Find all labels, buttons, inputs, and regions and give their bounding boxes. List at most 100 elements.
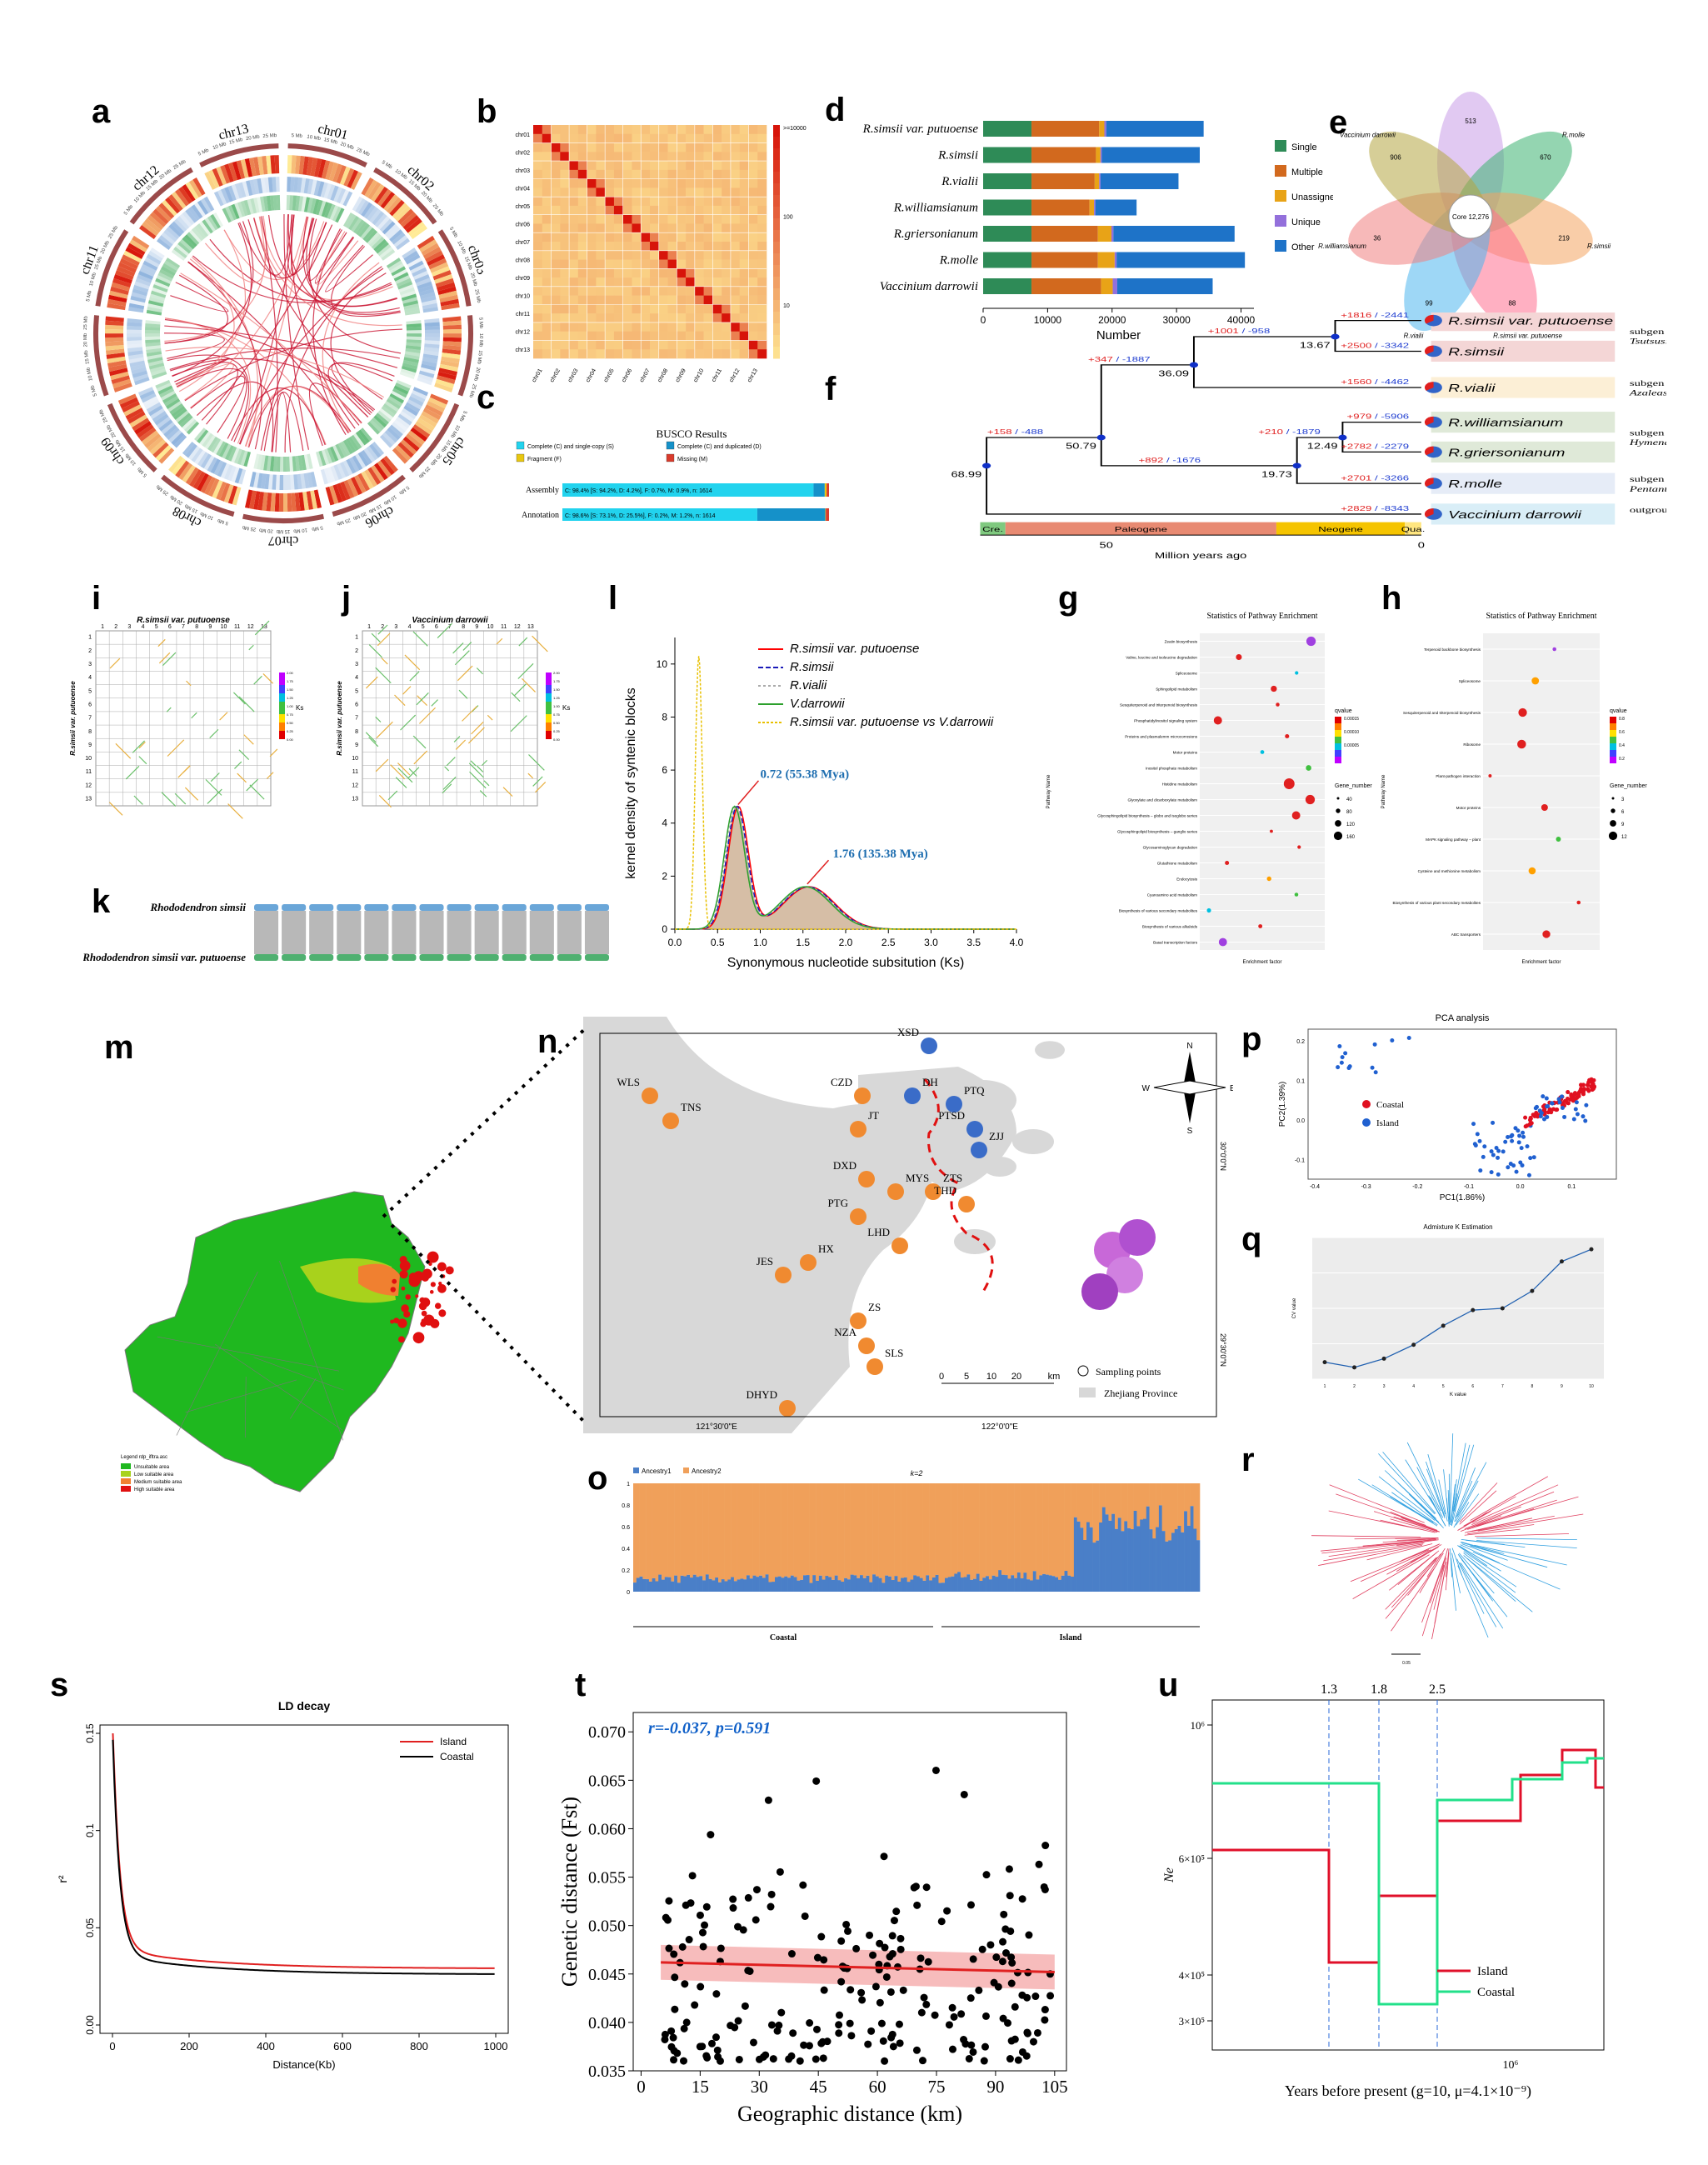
x-axis-label: Synonymous nucleotide subsitution (Ks) [727, 956, 965, 970]
heatmap-cell [577, 242, 587, 252]
ancestry-bar [988, 1483, 992, 1580]
county-border [253, 1357, 344, 1391]
heatmap-cell [748, 259, 758, 269]
ancestry-bar [737, 1483, 741, 1580]
ancestry-bar [1004, 1575, 1008, 1592]
repeat-density-bin [307, 178, 314, 195]
repeat-density-bin [366, 446, 379, 461]
heatmap-cell [712, 268, 722, 278]
gc-content-bin [315, 199, 323, 216]
gc-content-bin [147, 357, 163, 363]
y-tick-label: 0 [627, 1590, 630, 1596]
colorbar-step [773, 253, 780, 266]
pathway-name: Zeatin biosynthesis [1165, 640, 1198, 644]
pca-point [1557, 1100, 1562, 1105]
repeat-density-bin [320, 182, 328, 198]
data-point [665, 1897, 673, 1905]
group-name: Azaleastrum [1629, 388, 1666, 398]
chromosome-band [437, 229, 472, 307]
tree-branch [1100, 438, 1297, 467]
enrichment-bubble [1552, 647, 1556, 652]
repeat-density-bin [313, 180, 321, 196]
stacked-bar-segment [983, 226, 1032, 242]
heatmap-cell [542, 125, 552, 135]
ancestry-bar [692, 1483, 697, 1575]
data-point [741, 2002, 749, 2010]
gene-density-bin [197, 472, 209, 492]
gc-content-bin [329, 446, 339, 462]
tree-branch [1463, 1552, 1516, 1593]
heatmap-cell [577, 169, 587, 179]
tree-branch [1334, 337, 1421, 352]
synteny-block [282, 911, 307, 954]
tree-branch [1357, 1539, 1431, 1548]
ks-legend-tick: 1.25 [287, 696, 294, 700]
qvalue-colorbar-step [1610, 720, 1616, 723]
heatmap-cell [739, 232, 749, 242]
stacked-bar-segment [1095, 199, 1137, 216]
legend-title: Legend rdp_ifltra.asc [121, 1455, 167, 1460]
data-point [681, 1980, 689, 1988]
y-tick-label: 1 [88, 635, 92, 641]
ancestry-bar [995, 1577, 999, 1592]
gc-content-bin [391, 266, 407, 277]
tick-label: 25 Mb [242, 524, 257, 532]
ancestry-bar [1048, 1483, 1052, 1576]
gene-density-bin [232, 161, 242, 181]
heatmap-cell [667, 286, 677, 296]
synteny-block [502, 911, 527, 954]
gene-density-bin [410, 427, 428, 442]
gc-content-bin [406, 330, 422, 334]
legend-label: Unique [1291, 218, 1321, 228]
pca-point [1508, 1162, 1513, 1167]
enrichment-bubble [1236, 653, 1242, 661]
row-label: chr10 [515, 294, 530, 300]
ancestry-bar [856, 1578, 861, 1592]
ancestry-bar [702, 1483, 707, 1581]
ancestry-bar [642, 1578, 647, 1592]
pca-point [1566, 1101, 1571, 1106]
heatmap-cell [542, 349, 552, 359]
heatmap-cell [596, 169, 606, 179]
repeat-density-bin [173, 434, 187, 448]
synteny-dot-segment [521, 678, 536, 692]
legend-sampling-icon [1077, 1365, 1089, 1377]
gc-content-bin [277, 456, 281, 472]
heatmap-cell [551, 322, 561, 332]
synteny-dot-segment [161, 792, 177, 808]
gene-density-bin [105, 337, 124, 342]
repeat-density-bin [417, 281, 432, 290]
gene-density-bin [437, 375, 456, 385]
heatmap-cell [560, 322, 570, 332]
synteny-dot-segment [446, 757, 456, 767]
gene-density-bin [422, 408, 442, 421]
data-point [837, 1937, 846, 1945]
x-tick-label: 3 [127, 624, 131, 630]
qvalue-colorbar-step [1335, 750, 1341, 753]
high-suitable-patch [415, 1294, 419, 1298]
repeat-density-bin [171, 221, 185, 235]
tree-branch [1390, 1511, 1438, 1531]
synteny-block [474, 911, 499, 954]
tree-branch [1458, 1511, 1491, 1531]
y-tick-label: 10 [85, 756, 92, 762]
ancestry-bar [727, 1579, 732, 1592]
peak-arrow [737, 780, 760, 805]
ks-legend-title: Ks [296, 704, 303, 712]
ks-legend-tick: 2.00 [553, 671, 561, 675]
heatmap-cell [748, 268, 758, 278]
tree-branch [1323, 1543, 1424, 1562]
data-point [999, 1938, 1007, 1946]
gene-density-bin [343, 168, 355, 187]
y-tick-label: 0.060 [588, 1820, 626, 1838]
repeat-density-bin [387, 226, 401, 240]
ancestry-bar [781, 1483, 785, 1578]
x-tick-label: 10⁶ [1503, 2059, 1519, 2072]
heatmap-cell [722, 178, 732, 188]
heatmap-cell [551, 340, 561, 350]
repeat-density-bin [384, 429, 398, 443]
pca-point [1569, 1092, 1574, 1097]
ancestry-bar [1073, 1483, 1077, 1518]
gene-density-bin [155, 445, 172, 462]
ancestry-bar [1133, 1510, 1137, 1592]
